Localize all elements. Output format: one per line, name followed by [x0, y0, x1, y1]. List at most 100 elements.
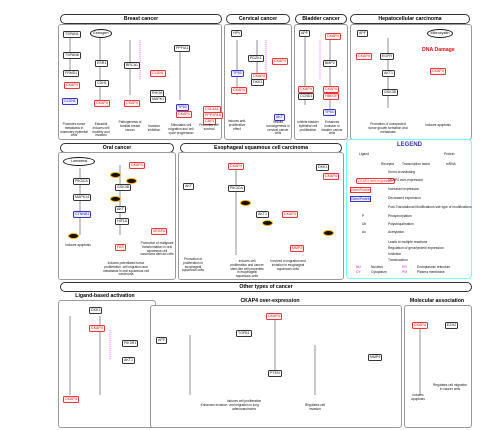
node-gsk3b-hcc: GSK3B — [382, 89, 398, 96]
legend-reg: Regulation of gene/protein expression — [388, 246, 444, 250]
node-tspan8: TSPAN8 — [63, 52, 81, 59]
node-ezh-other: EZH2 — [445, 322, 459, 329]
node-apf-hcc: APF — [357, 30, 368, 37]
node-vegf-oral: VEGFA — [151, 228, 167, 235]
legend-protein: Protein — [444, 152, 455, 156]
legend-title: LEGEND — [397, 142, 423, 148]
panel-ligand — [58, 300, 156, 428]
legend-cy-key: CY — [356, 270, 361, 274]
node-pik3-oral: PIK3CA — [73, 178, 90, 185]
legend-leads: Leads to multiple reactions — [388, 240, 428, 244]
pill-escc-1 — [240, 200, 251, 206]
legend-nu-key: NU — [356, 265, 361, 269]
node-akt-other: AKT1 — [122, 357, 135, 364]
legend-homo: Homo-crosslinking — [388, 170, 416, 174]
node-akt-cervical: AKT — [274, 114, 285, 121]
node-pi3k-other: PIK3R1 — [122, 340, 139, 347]
node-dkk1-cervical: DKK1 — [251, 79, 265, 86]
node-cdh1: CDH1 — [95, 80, 109, 87]
node-mmp-escc: MMP2 — [290, 245, 305, 252]
node-tp53-bladder: TP53 — [323, 109, 336, 116]
legend-pm: Plasma membrane — [417, 270, 445, 274]
node-mapk-oral: MAPK14 — [73, 194, 92, 201]
node-ctnn-oral: CTNNB1 — [73, 211, 92, 218]
legend-phos: Phosphorylation — [388, 214, 412, 218]
node-pdzk: PDZK1 — [248, 55, 264, 62]
caption-breast-3: Pathogenesis of familial breast cancer — [118, 120, 142, 132]
node-ckap4-breast-3: CKAP4 — [124, 100, 140, 107]
node-pik3ca-escc: PIK3CA — [228, 185, 245, 192]
caption-other-4: Induces apoptosis — [411, 393, 425, 401]
label-dna-damage: DNA Damage — [422, 47, 455, 53]
node-cav1: CAV1 — [203, 118, 217, 125]
node-tgfb-other: TGFB1 — [236, 330, 252, 337]
header-cervical: Cervical cancer — [226, 14, 290, 24]
caption-bladder-2: Enhances invasion in bladder cancer cell… — [321, 120, 343, 136]
caption-breast-2: Estradiol induces cell mobility and inva… — [92, 122, 110, 138]
legend-er-key: ER — [402, 265, 407, 269]
node-akt1-hcc: AKT1 — [382, 70, 395, 77]
node-ckap4-escc-2: CKAP4 — [282, 211, 298, 218]
panel-overexp — [150, 305, 402, 428]
caption-oral-1: Induces apoptosis — [65, 243, 91, 247]
legend-transloc: Translocation — [388, 258, 408, 262]
caption-oral-2: Induces potentiated tumor proliferation,… — [102, 261, 150, 277]
node-akt-oral: AKT — [115, 206, 126, 213]
node-ckap4-bladder-3: CKAP4 — [323, 86, 339, 93]
legend-ckap4-over-key: CKAP4 over-expression — [356, 178, 396, 184]
node-mapk1: MAPK1 — [150, 96, 167, 103]
legend-panel — [346, 139, 472, 279]
node-bmp: BMP2 — [323, 60, 337, 67]
node-ckap4-cervical-3: CKAP4 — [272, 58, 288, 65]
node-ckap4-breast-4: CKAP4 — [176, 111, 192, 118]
node-cldn1: CLDN1 — [150, 70, 166, 77]
caption-escc-1: Promotion of proliferation in esophageal… — [182, 257, 204, 273]
caption-breast-1: Promotes tumor metastasis in mammary epi… — [60, 122, 88, 138]
node-pten-other: PTEN — [268, 370, 282, 377]
caption-hcc-1: Promotion of unexpected tumor growth for… — [368, 122, 408, 134]
caption-oral-3: Promotion of malignant transformation in… — [140, 241, 174, 257]
node-ckap4-other-2: CKAP4 — [63, 396, 79, 403]
caption-cervical-1: Induces anti-proliferative effect — [227, 119, 247, 131]
node-gsk-oral: GSK3B — [115, 184, 131, 191]
legend-nu: Nucleus — [371, 265, 383, 269]
legend-inhib: Inhibition — [388, 252, 402, 256]
node-hbegf: HBEGF — [323, 93, 340, 100]
node-cldn: CLDN1 — [62, 98, 78, 105]
node-brca1: BRCA1 — [124, 62, 140, 69]
node-ckap4-bladder-1: CKAP4 — [325, 33, 341, 40]
legend-mrna: mRNA — [446, 162, 456, 166]
pill-escc-3 — [323, 230, 334, 236]
node-apf-other: APF — [156, 337, 167, 344]
panel-hcc — [350, 24, 472, 140]
node-ckap4-breast-1: CKAP4 — [64, 82, 80, 89]
caption-breast-5: Stimulates cell migration and cell cycle… — [168, 123, 194, 135]
legend-ptm: Post-Translational Modifications site ty… — [388, 205, 472, 209]
header-other: Other types of cancer — [60, 282, 472, 292]
legend-pm-key: PM — [402, 270, 407, 274]
caption-escc-3: Involved in migration and invasion in es… — [270, 259, 306, 271]
header-overexp: CKAP4 over-expression — [240, 298, 300, 304]
node-ckap4-cervical-1: CKAP4 — [231, 87, 247, 94]
pill-oral-4 — [68, 233, 79, 239]
header-hcc: Hepatocellular carcinoma — [350, 14, 470, 24]
node-lumineral: Lumineral — [63, 157, 95, 166]
node-p53-cervical: TP53 — [231, 70, 244, 77]
caption-cervical-2: Inhibits tumorigenesis in cervical cance… — [266, 120, 290, 136]
caption-breast-4: Invasion inhibition — [147, 124, 161, 132]
caption-escc-2: Induces cell proliferation and cancer st… — [230, 259, 264, 279]
pill-oral-2 — [126, 178, 137, 184]
node-akt1-escc: AKT1 — [256, 211, 269, 218]
legend-receptor: Receptor — [381, 162, 395, 166]
node-egfr: EGFR — [380, 53, 394, 60]
node-tspan1: TSPAN1 — [63, 31, 81, 38]
node-dkk1-escc: DKK1 — [316, 164, 330, 171]
legend-tf: Transcription factor — [402, 162, 431, 166]
legend-ckap4-over: CKAP4 over-expression — [388, 178, 424, 182]
caption-other-3: Regulates cell invasion — [304, 403, 326, 411]
node-esr1: ESR1 — [95, 60, 109, 67]
header-bladder: Bladder cancer — [295, 14, 347, 24]
node-ckap4-other-1: CKAP4 — [89, 325, 105, 332]
node-ckap4-breast-2: CKAP4 — [94, 100, 110, 107]
node-akt-escc: AKT — [183, 183, 194, 190]
